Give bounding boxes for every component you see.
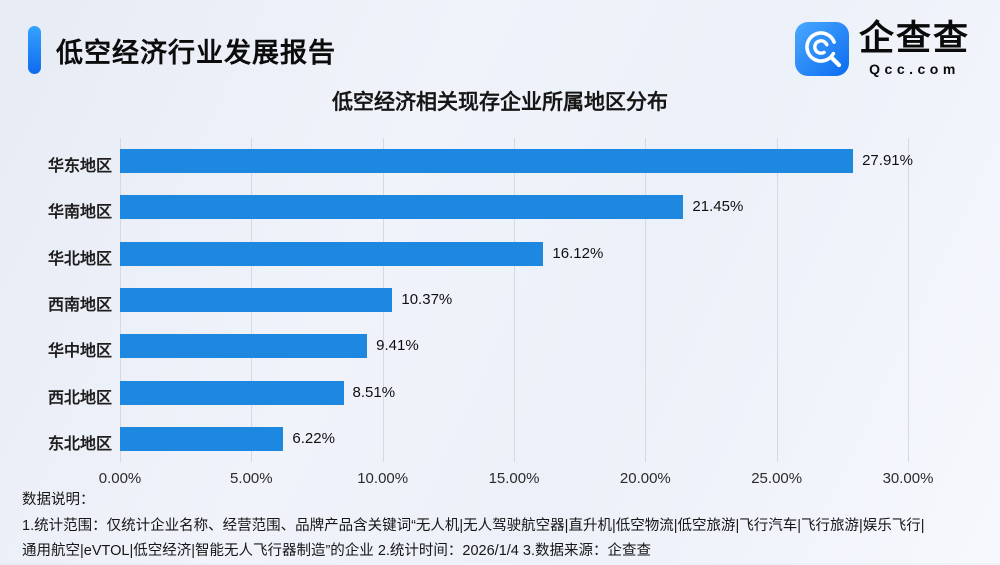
bar [120, 149, 854, 174]
bar [120, 380, 344, 405]
data-note-line: 1.统计范围：仅统计企业名称、经营范围、品牌产品含关键词“无人机|无人驾驶航空器… [22, 517, 925, 534]
category-label: 西北地区 [47, 389, 112, 407]
logo-name: 企查查 [858, 19, 970, 59]
category-label: 华南地区 [47, 204, 112, 222]
x-tick-label: 5.00% [230, 470, 273, 487]
grid-line [776, 138, 778, 462]
qcc-logo: 企查查 Qcc.com [794, 20, 970, 78]
data-note-line: 通用航空|eVTOL|低空经济|智能无人飞行器制造”的企业 2.统计时间：202… [22, 543, 651, 559]
x-tick-label: 0.00% [98, 470, 142, 487]
x-tick-label: 30.00% [882, 470, 934, 487]
grid-line [514, 138, 515, 462]
bar-value-label: 27.91% [862, 152, 913, 170]
category-label: 东北地区 [47, 435, 112, 453]
data-notes: 数据说明： 1.统计范围：仅统计企业名称、经营范围、品牌产品含关键词“无人机|无人… [22, 488, 990, 565]
page-title: 低空经济行业发展报告 [56, 37, 336, 68]
grid-line [908, 138, 909, 462]
category-label: 华东地区 [47, 158, 112, 176]
bar-value-label: 8.51% [352, 383, 396, 401]
bar [120, 195, 684, 220]
bar-row: 华北地区 16.12% [0, 231, 1000, 277]
x-tick-label: 25.00% [751, 470, 803, 487]
logo-text: 企查查 Qcc.com [858, 19, 970, 77]
x-tick-label: 20.00% [619, 470, 671, 487]
bar-value-label: 9.41% [376, 337, 419, 355]
accent-bar [28, 26, 41, 74]
bar-row: 华东地区 27.91% [0, 138, 1000, 184]
x-tick-label: 15.00% [488, 470, 540, 487]
bar-row: 西北地区 8.51% [0, 369, 1000, 415]
report-title-group: 低空经济行业发展报告 [28, 26, 336, 74]
magnifier-logo-icon [794, 22, 849, 76]
bar-row: 西南地区 10.37% [0, 277, 1000, 323]
bar-value-label: 10.37% [401, 290, 453, 308]
bar [120, 241, 544, 266]
bar [120, 334, 368, 359]
bar-value-label: 16.12% [552, 244, 604, 262]
chart-title: 低空经济相关现存企业所属地区分布 [332, 91, 668, 114]
bar-row: 东北地区 6.22% [0, 416, 1000, 462]
bar-row: 华南地区 21.45% [0, 184, 1000, 230]
category-label: 华中地区 [47, 343, 112, 361]
bar-value-label: 6.22% [292, 429, 335, 447]
bar-row: 华中地区 9.41% [0, 323, 1000, 369]
grid-line [645, 138, 647, 462]
bar-value-label: 21.45% [692, 198, 744, 216]
bar-chart: 华东地区 27.91% 华南地区 21.45% 华北地区 16.12% 西南地区 10.37%… [0, 138, 1000, 487]
data-note-line: 数据说明： [22, 492, 95, 508]
bar [120, 287, 393, 312]
bar [120, 426, 284, 451]
logo-domain: Qcc.com [869, 60, 960, 77]
category-label: 华北地区 [47, 250, 112, 268]
x-tick-label: 10.00% [357, 470, 409, 487]
category-label: 西南地区 [47, 296, 112, 314]
header: 低空经济行业发展报告 企查查 Qcc.com [28, 20, 970, 78]
